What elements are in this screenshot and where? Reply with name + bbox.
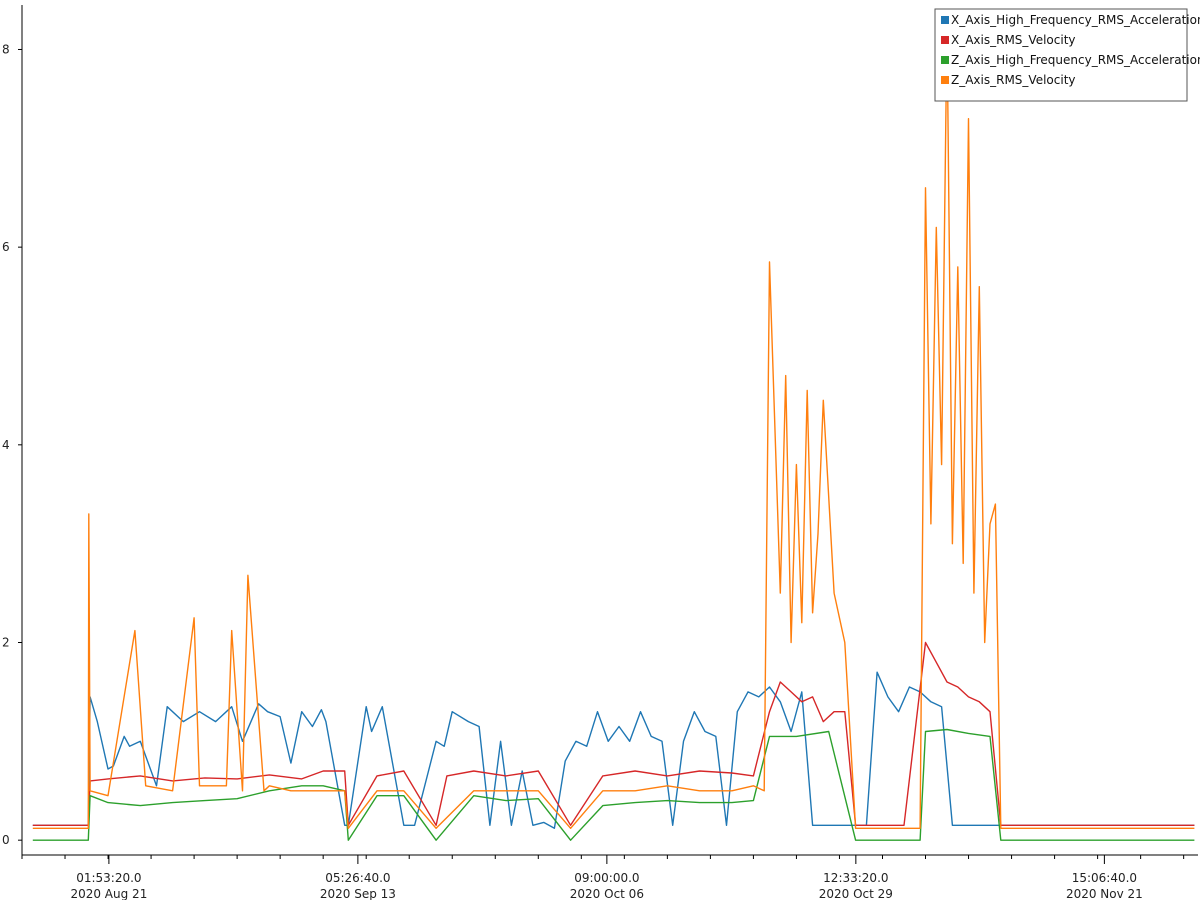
legend-label: X_Axis_High_Frequency_RMS_Acceleration	[951, 13, 1200, 27]
legend-label: Z_Axis_High_Frequency_RMS_Acceleration	[951, 53, 1200, 67]
legend-box	[934, 8, 1188, 102]
series-line-1	[32, 671, 1195, 829]
y-tick-label: 8	[2, 42, 10, 56]
x-tick-label-date: 2020 Nov 21	[1066, 887, 1143, 900]
x-tick-label-time: 12:33:20.0	[823, 871, 888, 885]
series-line-2	[32, 641, 1195, 826]
x-tick-label-time: 15:06:40.0	[1072, 871, 1137, 885]
y-tick-label: 2	[2, 636, 10, 650]
x-tick-label-time: 09:00:00.0	[574, 871, 639, 885]
x-tick-label-date: 2020 Sep 13	[320, 887, 396, 900]
series-layer	[32, 24, 1195, 841]
axis-layer: 0 2 4 6 8 01:53:20.0 2020 Aug 21 05:26:40.0 2020…	[2, 5, 1198, 900]
x-tick-label-time: 05:26:40.0	[325, 871, 390, 885]
legend-swatch	[941, 76, 949, 84]
x-tick-label-date: 2020 Oct 29	[819, 887, 893, 900]
legend-swatch	[941, 36, 949, 44]
legend: X_Axis_High_Frequency_RMS_Acceleration X_…	[934, 8, 1200, 102]
legend-swatch	[941, 56, 949, 64]
legend-label: Z_Axis_RMS_Velocity	[951, 73, 1076, 87]
y-tick-label: 4	[2, 438, 10, 452]
x-tick-label-date: 2020 Aug 21	[70, 887, 147, 900]
x-tick-label-time: 01:53:20.0	[76, 871, 141, 885]
y-tick-label: 0	[2, 833, 10, 847]
series-line-3	[32, 728, 1195, 841]
x-tick-label-date: 2020 Oct 06	[570, 887, 644, 900]
legend-swatch	[941, 16, 949, 24]
series-line-4	[32, 24, 1195, 829]
legend-label: X_Axis_RMS_Velocity	[951, 33, 1076, 47]
y-tick-label: 6	[2, 240, 10, 254]
